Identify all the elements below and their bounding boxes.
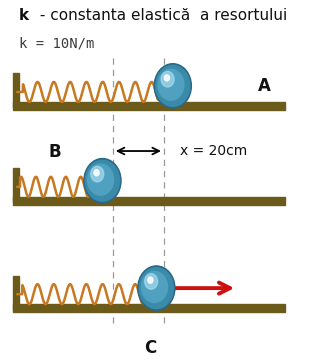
Text: k = 10N/m: k = 10N/m [19,36,94,50]
Circle shape [141,271,168,302]
Bar [13,197,285,205]
Text: A: A [258,77,271,95]
Bar [13,168,19,202]
Circle shape [145,274,158,289]
Circle shape [158,69,184,100]
Text: - constanta elastică  a resortului: - constanta elastică a resortului [35,8,287,23]
Text: C: C [144,339,156,357]
Circle shape [148,277,153,283]
Circle shape [156,66,190,106]
Bar [13,73,19,108]
Circle shape [139,268,174,309]
Circle shape [94,170,99,176]
Text: k: k [19,8,29,23]
Text: B: B [48,143,61,161]
Circle shape [154,64,191,108]
Bar [13,304,285,312]
Circle shape [161,71,174,87]
Circle shape [91,166,104,182]
Text: x = 20cm: x = 20cm [180,144,248,158]
Circle shape [85,160,119,201]
Circle shape [84,158,121,203]
Circle shape [164,75,170,81]
Bar [13,276,19,310]
Circle shape [88,164,113,195]
Bar [13,102,285,110]
Circle shape [138,266,175,310]
